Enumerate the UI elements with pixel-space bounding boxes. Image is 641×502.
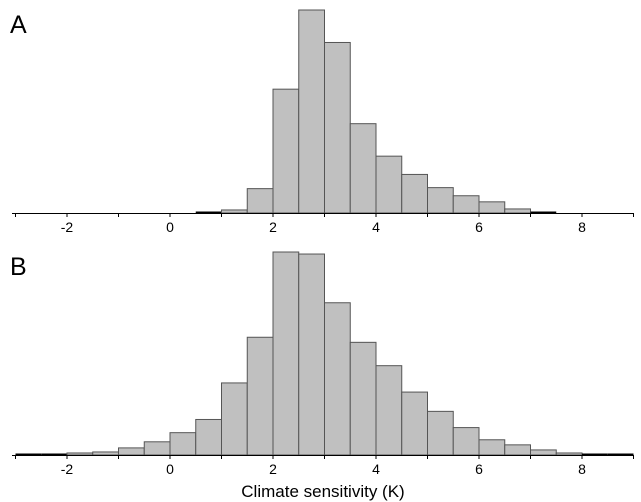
panel-b-bar-13 xyxy=(349,341,377,456)
panel-a-ticks: -2 0 2 4 6 8 xyxy=(15,213,634,235)
panel-a-bar-8 xyxy=(401,173,428,214)
panel-b-tick-label-2: 2 xyxy=(269,461,277,477)
panel-a-bar-6 xyxy=(349,123,377,214)
panel-b-bar-8 xyxy=(221,382,248,456)
panel-a: A -2 0 2 4 6 8 xyxy=(10,9,634,235)
panel-a-bar-4 xyxy=(298,9,325,214)
panel-b-tick-label-4: 4 xyxy=(372,461,380,477)
panel-b-tick-label--2: -2 xyxy=(61,461,74,477)
panel-a-label: A xyxy=(10,11,27,39)
panel-b-bar-14 xyxy=(375,365,403,456)
panel-b: B -2 0 2 4 6 8 Climate sensitivity (K) xyxy=(10,251,634,501)
panel-a-tick-label-6: 6 xyxy=(475,219,483,235)
panel-a-tick-label-2: 2 xyxy=(269,219,277,235)
panel-b-bar-16 xyxy=(427,410,454,456)
panel-b-bar-7 xyxy=(195,418,222,456)
panel-a-bar-3 xyxy=(272,88,300,214)
panel-b-bar-20 xyxy=(530,449,557,456)
panel-b-bar-3 xyxy=(92,451,119,456)
panel-b-tick-label-0: 0 xyxy=(166,461,174,477)
panel-a-bar-10 xyxy=(452,195,480,214)
panel-b-label: B xyxy=(10,253,27,281)
panel-b-bar-15 xyxy=(401,391,428,456)
panel-b-ticks: -2 0 2 4 6 8 xyxy=(15,455,634,477)
panel-a-tick-label-8: 8 xyxy=(578,219,586,235)
panel-a-bar-11 xyxy=(478,201,506,214)
panel-b-bar-21 xyxy=(555,452,583,456)
panel-b-tick-label-6: 6 xyxy=(475,461,483,477)
panel-a-tick-label--2: -2 xyxy=(61,219,74,235)
panel-a-bar-1 xyxy=(221,209,248,214)
panel-a-tick-label-0: 0 xyxy=(166,219,174,235)
panel-b-bar-5 xyxy=(143,441,171,456)
panel-a-bar-9 xyxy=(427,187,454,214)
panel-b-bar-6 xyxy=(169,432,197,456)
panel-b-bar-10 xyxy=(272,251,300,456)
x-axis-title: Climate sensitivity (K) xyxy=(241,482,404,501)
panel-b-bar-17 xyxy=(452,427,480,456)
panel-a-bar-2 xyxy=(246,188,274,214)
panel-a-bar-12 xyxy=(504,208,531,214)
panel-a-tick-label-4: 4 xyxy=(372,219,380,235)
panel-b-bar-4 xyxy=(118,447,145,456)
panel-a-bar-7 xyxy=(375,155,403,214)
panel-b-bar-18 xyxy=(478,439,506,456)
panel-b-bars xyxy=(15,251,634,456)
panel-b-bar-19 xyxy=(504,444,531,456)
panel-b-bar-2 xyxy=(66,452,94,456)
panel-b-bar-11 xyxy=(298,253,325,456)
panel-a-bar-5 xyxy=(324,41,351,214)
panel-a-bars xyxy=(195,9,557,214)
panel-b-tick-label-8: 8 xyxy=(578,461,586,477)
panel-b-bar-9 xyxy=(246,336,274,456)
panel-b-bar-12 xyxy=(324,302,351,456)
